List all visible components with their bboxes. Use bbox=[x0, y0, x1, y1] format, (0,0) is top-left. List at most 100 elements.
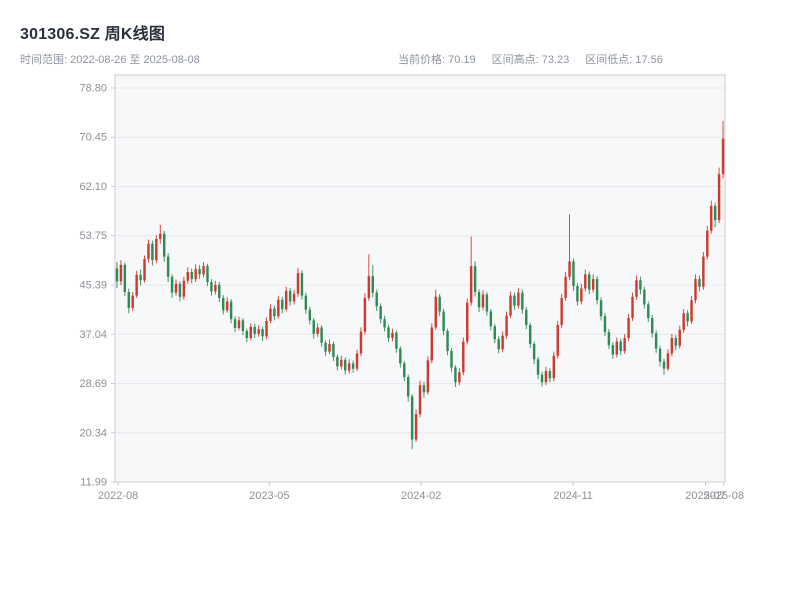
candle-body bbox=[403, 363, 406, 377]
candle-body bbox=[434, 296, 437, 328]
candle-body bbox=[359, 331, 363, 354]
candle-up bbox=[458, 368, 461, 386]
candle-body bbox=[395, 332, 398, 349]
candle-up bbox=[721, 120, 725, 179]
candle-down bbox=[497, 336, 500, 354]
candle-up bbox=[347, 359, 351, 374]
candle-up bbox=[544, 366, 548, 386]
candle-up bbox=[359, 327, 363, 357]
candle-up bbox=[418, 380, 422, 418]
candle-body bbox=[304, 295, 308, 310]
candle-body bbox=[347, 363, 351, 371]
candle-down bbox=[308, 306, 312, 325]
candle-body bbox=[225, 301, 229, 311]
candle-down bbox=[450, 348, 453, 373]
candle-body bbox=[477, 292, 481, 308]
candle-down bbox=[698, 275, 701, 292]
candle-down bbox=[442, 308, 445, 336]
candle-up bbox=[706, 225, 709, 260]
candle-body bbox=[446, 330, 449, 352]
candle-up bbox=[135, 270, 138, 298]
candle-up bbox=[328, 339, 331, 354]
candle-body bbox=[489, 311, 493, 327]
candle-body bbox=[336, 356, 339, 367]
candle-down bbox=[210, 279, 213, 296]
candle-body bbox=[505, 315, 508, 336]
candle-body bbox=[422, 385, 426, 393]
candle-body bbox=[383, 319, 386, 328]
candle-body bbox=[166, 256, 170, 277]
candle-body bbox=[162, 233, 166, 257]
candle-down bbox=[170, 274, 174, 298]
candle-body bbox=[123, 264, 127, 293]
range-low-stat: 区间低点: 17.56 bbox=[585, 54, 663, 66]
candle-down bbox=[603, 313, 607, 337]
candle-body bbox=[218, 284, 221, 298]
candle-body bbox=[662, 361, 666, 369]
candle-down bbox=[336, 354, 339, 371]
candle-body bbox=[556, 325, 559, 356]
candle-down bbox=[253, 323, 256, 339]
candle-down bbox=[406, 374, 410, 402]
candle-up bbox=[426, 356, 430, 395]
candle-up bbox=[509, 291, 512, 318]
y-tick-label: 62.10 bbox=[79, 181, 107, 193]
candle-body bbox=[155, 238, 158, 261]
candle-up bbox=[702, 251, 705, 290]
candle-body bbox=[536, 359, 540, 375]
candle-down bbox=[399, 346, 402, 368]
candle-up bbox=[363, 293, 367, 335]
candle-body bbox=[178, 283, 182, 297]
candle-down bbox=[674, 335, 678, 351]
candle-body bbox=[308, 309, 312, 321]
candle-body bbox=[466, 302, 469, 342]
candle-down bbox=[521, 289, 524, 314]
stats-row: 当前价格: 70.19 区间高点: 73.23 区间低点: 17.56 bbox=[398, 51, 663, 67]
candle-up bbox=[517, 287, 520, 309]
candle-down bbox=[123, 262, 127, 297]
candle-up bbox=[670, 333, 674, 357]
candle-body bbox=[198, 269, 201, 275]
candle-down bbox=[273, 305, 276, 321]
candle-body bbox=[493, 326, 496, 340]
candle-body bbox=[296, 273, 300, 294]
candle-body bbox=[210, 282, 213, 292]
time-range-label: 时间范围: 2022-08-26 至 2025-08-08 bbox=[20, 54, 200, 66]
candle-down bbox=[139, 269, 142, 286]
x-tick-label: 2024-02 bbox=[401, 490, 441, 502]
candle-body bbox=[265, 320, 268, 337]
candle-body bbox=[670, 338, 674, 354]
candle-body bbox=[568, 261, 571, 277]
candle-down bbox=[658, 345, 662, 367]
candle-body bbox=[375, 292, 378, 307]
candle-body bbox=[666, 353, 670, 369]
candle-up bbox=[269, 304, 272, 324]
candle-up bbox=[277, 296, 280, 319]
candle-down bbox=[525, 306, 528, 330]
candle-body bbox=[233, 319, 237, 329]
candle-up bbox=[257, 325, 260, 337]
candle-body bbox=[229, 301, 233, 320]
y-tick-label: 11.99 bbox=[80, 477, 107, 489]
candle-body bbox=[316, 327, 319, 334]
candle-up bbox=[434, 289, 437, 330]
range-high-stat: 区间高点: 73.23 bbox=[491, 54, 570, 66]
candle-down bbox=[162, 230, 166, 262]
candle-body bbox=[414, 414, 418, 440]
candle-up bbox=[710, 200, 713, 234]
candle-up bbox=[462, 337, 465, 376]
candle-body bbox=[454, 367, 457, 383]
candle-down bbox=[548, 368, 552, 383]
candle-up bbox=[430, 323, 434, 364]
candle-body bbox=[182, 280, 186, 297]
candle-body bbox=[135, 274, 138, 296]
candle-down bbox=[261, 326, 264, 341]
candle-body bbox=[418, 385, 422, 415]
candle-body bbox=[713, 205, 717, 221]
candle-up bbox=[147, 239, 150, 263]
candle-body bbox=[643, 289, 646, 305]
candle-down bbox=[713, 202, 717, 228]
candle-down bbox=[650, 315, 654, 338]
candle-down bbox=[351, 360, 355, 373]
